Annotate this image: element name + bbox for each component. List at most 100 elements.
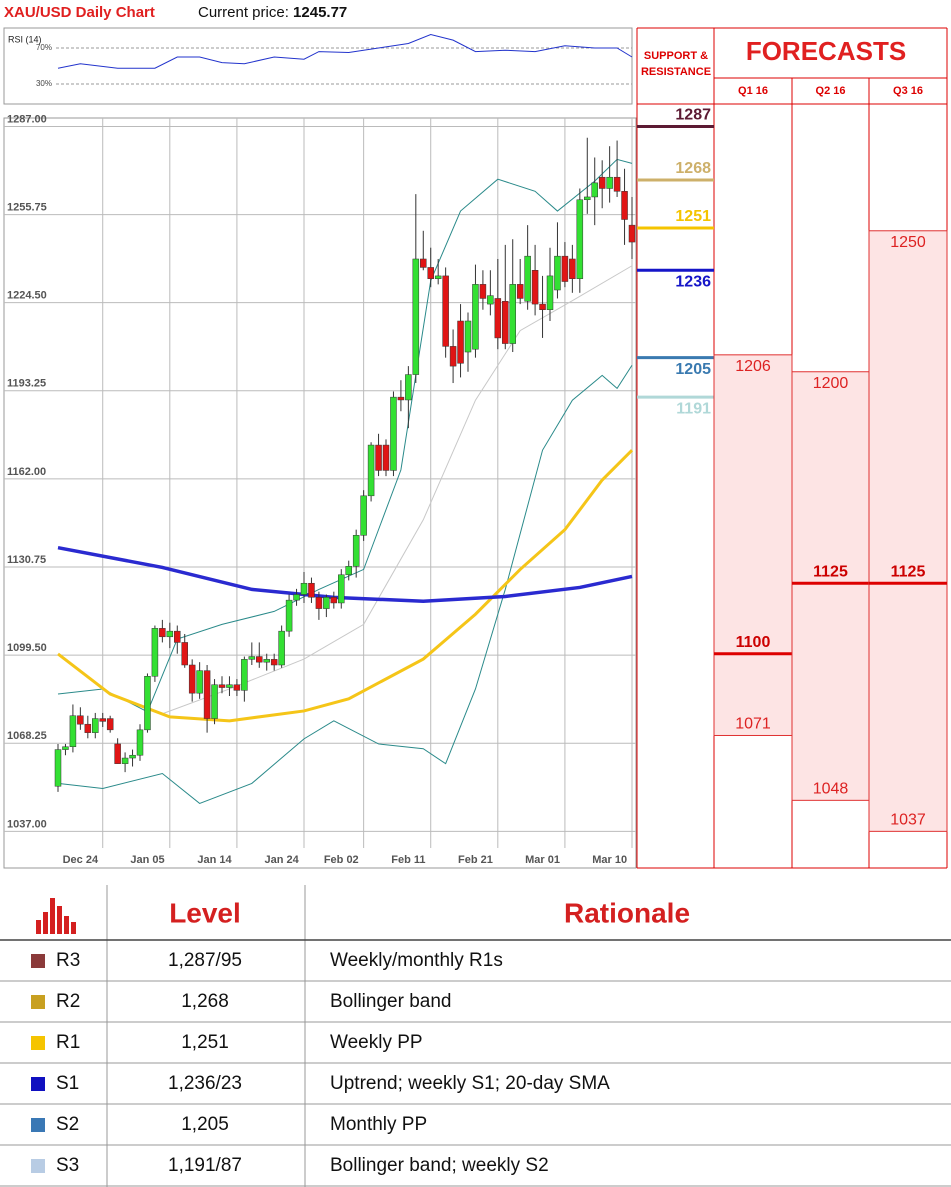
row-level: 1,268 bbox=[181, 991, 229, 1012]
candle-body bbox=[352, 535, 360, 567]
row-rationale: Weekly/monthly R1s bbox=[330, 950, 503, 971]
candle-body bbox=[188, 664, 196, 694]
x-tick-label: Jan 14 bbox=[197, 854, 232, 866]
candle-body bbox=[546, 275, 554, 310]
table-icon bbox=[36, 898, 76, 934]
indicator-line bbox=[57, 158, 633, 713]
candle-body bbox=[606, 176, 613, 189]
candle-body bbox=[375, 444, 382, 471]
forecast-column-label: Q2 16 bbox=[816, 85, 846, 97]
candle-body bbox=[591, 182, 598, 198]
candle-body bbox=[278, 630, 285, 666]
row-color bbox=[31, 1118, 45, 1132]
indicator-line bbox=[57, 365, 633, 805]
x-tick-label: Jan 05 bbox=[130, 854, 164, 866]
candle-body bbox=[323, 597, 330, 609]
x-tick-label: Mar 01 bbox=[525, 854, 560, 866]
candle-body bbox=[569, 258, 576, 279]
candle-body bbox=[136, 729, 144, 756]
candle-body bbox=[576, 199, 584, 279]
current-price: Current price: 1245.77 bbox=[198, 4, 347, 21]
candle-body bbox=[487, 295, 494, 305]
current-price-label: Current price: bbox=[198, 4, 289, 21]
candle-body bbox=[92, 718, 99, 733]
row-level: 1,191/87 bbox=[168, 1155, 242, 1176]
icon-bar bbox=[36, 920, 41, 934]
candle-body bbox=[121, 757, 129, 764]
x-tick-label: Jan 24 bbox=[265, 854, 300, 866]
candle-body bbox=[174, 630, 181, 643]
row-level: 1,251 bbox=[181, 1032, 229, 1053]
candle-body bbox=[524, 255, 531, 302]
candle-body bbox=[293, 594, 300, 601]
y-tick-label: 1193.25 bbox=[7, 378, 46, 390]
x-tick-label: Feb 02 bbox=[324, 854, 359, 866]
candle-body bbox=[54, 749, 62, 787]
row-label: S2 bbox=[56, 1114, 79, 1135]
level-label: 1287 bbox=[675, 107, 711, 124]
candle-body bbox=[367, 444, 375, 497]
candle-body bbox=[390, 396, 397, 471]
row-label: S1 bbox=[56, 1073, 79, 1094]
level-label: 1236 bbox=[675, 273, 711, 290]
row-rationale: Monthly PP bbox=[330, 1114, 427, 1135]
candle-body bbox=[479, 284, 487, 299]
candle-body bbox=[77, 715, 84, 725]
row-rationale: Bollinger band; weekly S2 bbox=[330, 1155, 549, 1176]
candle-body bbox=[99, 718, 106, 722]
candle-body bbox=[502, 301, 509, 344]
row-label: R1 bbox=[56, 1032, 80, 1053]
candle-body bbox=[539, 303, 546, 310]
table-header: Rationale bbox=[564, 897, 690, 928]
plot-frame bbox=[3, 117, 637, 869]
icon-bar bbox=[71, 922, 76, 934]
candle-body bbox=[166, 630, 174, 638]
indicator-line bbox=[57, 449, 634, 723]
rsi-tick-label: 70% bbox=[36, 43, 52, 52]
forecast-low-label: 1037 bbox=[890, 812, 926, 829]
candle-body bbox=[263, 659, 270, 663]
y-tick-label: 1068.25 bbox=[7, 730, 47, 742]
icon-bar bbox=[50, 898, 55, 934]
forecast-mid-label: 1125 bbox=[813, 563, 848, 580]
forecast-column-label: Q3 16 bbox=[893, 85, 923, 97]
row-color bbox=[31, 1036, 45, 1050]
candle-body bbox=[338, 574, 345, 604]
candle-body bbox=[613, 176, 621, 192]
candle-body bbox=[628, 224, 636, 243]
candle-body bbox=[315, 597, 323, 609]
candle-body bbox=[226, 684, 233, 688]
candle-body bbox=[472, 284, 479, 350]
candle-body bbox=[330, 597, 338, 604]
row-label: S3 bbox=[56, 1155, 79, 1176]
rsi-tick-label: 30% bbox=[36, 79, 52, 88]
indicator-line bbox=[57, 545, 633, 604]
row-rationale: Weekly PP bbox=[330, 1032, 423, 1053]
candle-body bbox=[233, 684, 241, 691]
candle-body bbox=[442, 275, 449, 347]
row-level: 1,287/95 bbox=[168, 950, 242, 971]
level-label: 1205 bbox=[675, 361, 711, 378]
level-label: 1251 bbox=[675, 208, 711, 225]
y-tick-label: 1162.00 bbox=[7, 466, 46, 478]
row-color bbox=[31, 1077, 45, 1091]
icon-bar bbox=[57, 906, 62, 934]
candle-body bbox=[427, 267, 434, 279]
rsi-line bbox=[57, 33, 633, 69]
x-tick-label: Feb 11 bbox=[391, 854, 425, 866]
forecast-low-label: 1048 bbox=[813, 781, 849, 798]
row-label: R2 bbox=[56, 991, 80, 1012]
candle-body bbox=[69, 715, 77, 748]
y-tick-label: 1255.75 bbox=[7, 201, 47, 213]
candle-body bbox=[405, 374, 412, 401]
candle-body bbox=[382, 444, 390, 471]
candle-body bbox=[584, 196, 591, 201]
candle-body bbox=[106, 718, 114, 731]
level-label: 1268 bbox=[675, 160, 711, 177]
candle-body bbox=[412, 258, 420, 375]
level-label: 1191 bbox=[676, 400, 711, 417]
y-tick-label: 1130.75 bbox=[7, 554, 46, 566]
candle-body bbox=[181, 642, 188, 666]
candle-body bbox=[241, 659, 248, 691]
